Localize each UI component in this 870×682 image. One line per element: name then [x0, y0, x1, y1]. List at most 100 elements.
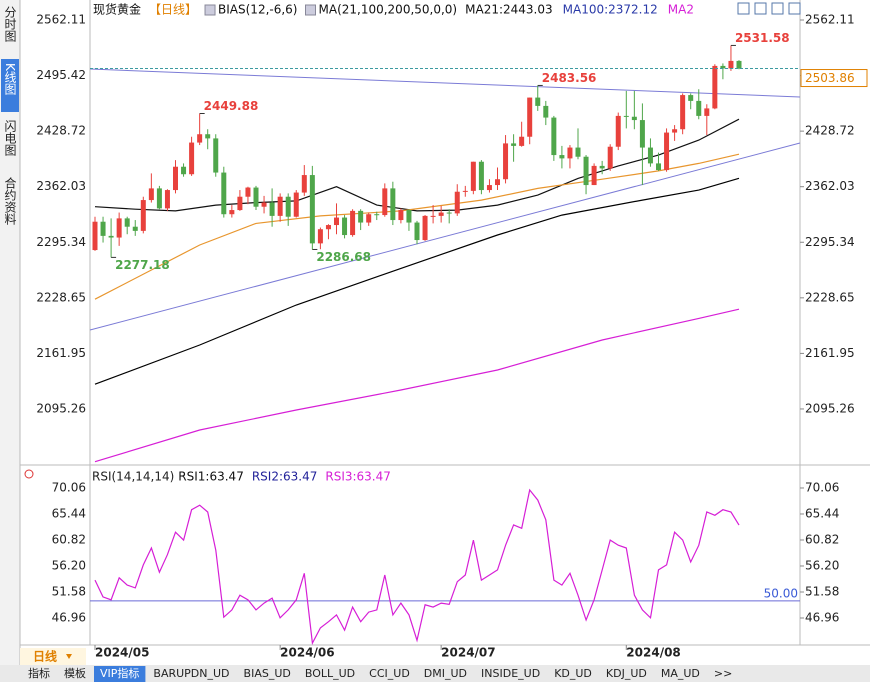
tab[interactable]: BOLL_UD — [305, 667, 355, 680]
candle-body — [374, 214, 380, 216]
candle-body — [398, 210, 404, 221]
tab-active — [94, 666, 146, 682]
candle-body — [124, 218, 130, 227]
candle-body — [309, 175, 315, 244]
candle-body — [591, 165, 597, 186]
candle-body — [342, 217, 348, 236]
legend-entry: RSI1:63.47 — [178, 470, 244, 484]
y-tick-label: 65.44 — [805, 506, 839, 520]
candle-body — [358, 210, 364, 223]
candle-body — [390, 188, 396, 221]
y-tick-label: 2428.72 — [805, 124, 855, 138]
candle-body — [647, 147, 653, 164]
candle-body — [696, 100, 702, 116]
y-tick-label: 60.82 — [52, 532, 86, 546]
candle-body — [607, 146, 613, 169]
candle-body — [197, 134, 203, 143]
extreme-label: 2277.18 — [115, 258, 170, 272]
period-selector[interactable] — [20, 648, 86, 665]
candle-body — [277, 196, 283, 216]
extreme-label: 2483.56 — [542, 71, 597, 85]
tab[interactable]: CCI_UD — [369, 667, 410, 680]
candle-body — [253, 187, 259, 207]
tab[interactable]: INSIDE_UD — [481, 667, 540, 680]
candle-body — [543, 105, 549, 118]
sidebar-tab[interactable]: 闪电图 — [3, 120, 17, 156]
sidebar-tab[interactable]: 分时图 — [3, 6, 17, 42]
candle-body — [181, 166, 187, 175]
period-label: 日线 — [33, 649, 57, 664]
candle-body — [720, 65, 726, 69]
tab[interactable]: BARUPDN_UD — [153, 667, 229, 680]
candle-body — [140, 200, 146, 231]
last-price-box — [800, 69, 868, 88]
candle-body — [430, 215, 436, 217]
y-tick-label: 2161.95 — [805, 346, 855, 360]
x-tick-label: 2024/08 — [626, 646, 680, 660]
candle-body — [116, 218, 122, 238]
trendline — [89, 142, 801, 331]
tab[interactable]: >> — [714, 667, 732, 680]
candle-body — [229, 210, 235, 215]
y-tick-label: 2228.65 — [805, 290, 855, 304]
candle-body — [100, 221, 106, 236]
candle-body — [462, 190, 468, 192]
candle-body — [382, 188, 388, 216]
candle-body — [285, 196, 291, 217]
tab[interactable]: KDJ_UD — [606, 667, 647, 680]
sidebar — [0, 0, 20, 682]
tab[interactable]: DMI_UD — [424, 667, 467, 680]
dropdown-arrow — [66, 654, 72, 659]
tab[interactable]: MA_UD — [661, 667, 700, 680]
sidebar-tab[interactable]: 合约资料 — [3, 176, 17, 225]
header-text: MA(21,100,200,50,0,0) — [319, 3, 458, 17]
x-tick-label: 2024/06 — [280, 646, 334, 660]
tab[interactable]: BIAS_UD — [244, 667, 291, 680]
y-tick-label: 2562.11 — [36, 13, 86, 27]
y-tick-label: 56.20 — [805, 558, 839, 572]
candle-body — [108, 235, 114, 238]
candle-body — [237, 196, 243, 211]
legend-entry: MA2 — [668, 3, 694, 17]
sidebar-tab[interactable]: K线图 — [3, 63, 17, 95]
y-tick-label: 2095.26 — [805, 401, 855, 415]
header-text: BIAS(12,-6,6) — [218, 3, 297, 17]
tab[interactable]: 模板 — [64, 666, 86, 680]
last-price-label: 2503.86 — [805, 71, 855, 85]
candle-body — [422, 215, 428, 241]
y-tick-label: 2161.95 — [36, 346, 86, 360]
candle-body — [639, 120, 645, 148]
indicator-icon — [305, 4, 316, 16]
candle-body — [631, 116, 637, 121]
y-tick-label: 2095.26 — [36, 401, 86, 415]
candle-body — [350, 210, 356, 236]
y-tick-label: 70.06 — [52, 480, 86, 494]
header-text: 【日线】 — [149, 3, 197, 17]
candle-body — [728, 60, 734, 69]
tab[interactable]: KD_UD — [554, 667, 592, 680]
candle-body — [245, 187, 251, 197]
candle-body — [559, 155, 565, 159]
y-tick-label: 2562.11 — [805, 13, 855, 27]
candle-body — [221, 172, 227, 215]
y-tick-label: 2362.03 — [805, 179, 855, 193]
x-tick-label: 2024/07 — [441, 646, 495, 660]
candle-body — [454, 191, 460, 214]
y-tick-label: 51.58 — [52, 584, 86, 598]
candle-body — [213, 138, 219, 173]
y-tick-label: 51.58 — [805, 584, 839, 598]
ma-line — [94, 177, 740, 385]
trendline — [89, 68, 801, 98]
y-tick-label: 46.96 — [52, 610, 86, 624]
candle-body — [148, 188, 154, 201]
tab[interactable]: 指标 — [28, 666, 50, 680]
tab[interactable]: VIP指标 — [100, 666, 139, 680]
candle-body — [189, 142, 195, 175]
settings-icon[interactable] — [24, 469, 34, 479]
y-tick-label: 2495.42 — [36, 68, 86, 82]
window-icons — [737, 2, 801, 15]
candle-body — [527, 97, 533, 137]
candle-body — [317, 229, 323, 244]
